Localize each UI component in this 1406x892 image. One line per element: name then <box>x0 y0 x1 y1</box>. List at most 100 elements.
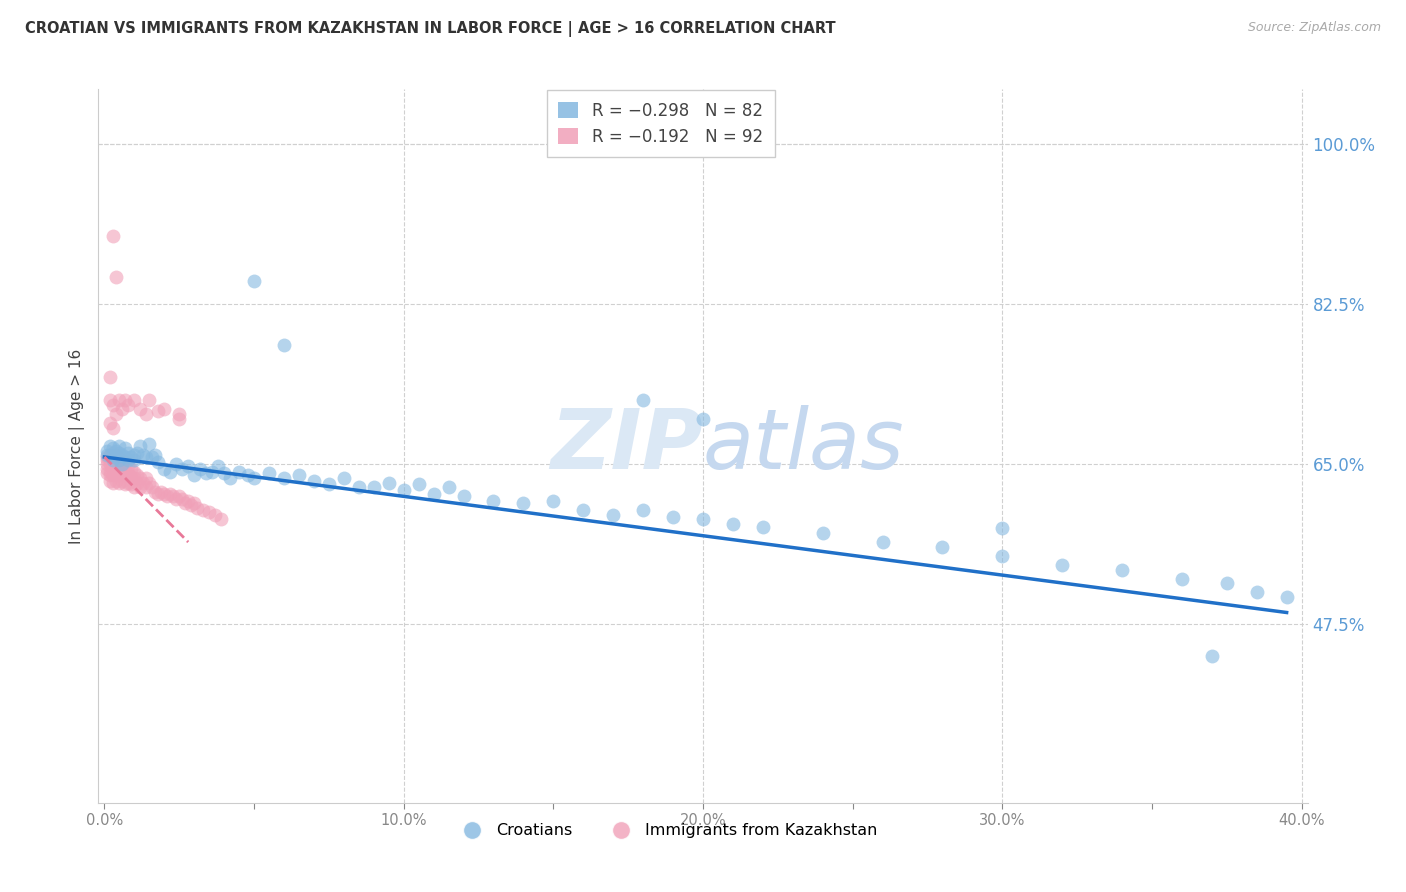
Point <box>103 398 125 412</box>
Text: ZIP: ZIP <box>550 406 703 486</box>
Point <box>273 471 295 485</box>
Point <box>132 448 155 462</box>
Y-axis label: In Labor Force | Age > 16: In Labor Force | Age > 16 <box>69 349 84 543</box>
Point <box>752 519 775 533</box>
Point <box>117 452 139 467</box>
Point <box>108 439 131 453</box>
Point <box>243 471 266 485</box>
Point <box>108 455 131 469</box>
Point <box>103 420 125 434</box>
Point <box>103 475 125 490</box>
Point <box>172 491 194 506</box>
Point <box>111 459 134 474</box>
Point <box>219 471 242 485</box>
Point <box>96 452 118 467</box>
Point <box>105 407 128 421</box>
Point <box>143 484 166 499</box>
Point <box>162 489 184 503</box>
Point <box>117 446 139 460</box>
Point <box>1111 562 1133 576</box>
Point <box>129 471 152 485</box>
Point <box>148 486 170 500</box>
Point <box>117 459 139 474</box>
Point <box>991 521 1014 535</box>
Point <box>153 486 176 500</box>
Point <box>631 393 654 408</box>
Point <box>692 411 714 425</box>
Point <box>543 494 565 508</box>
Point <box>103 441 125 455</box>
Point <box>100 439 122 453</box>
Point <box>103 462 125 476</box>
Point <box>195 467 218 481</box>
Point <box>143 448 166 462</box>
Point <box>141 480 163 494</box>
Point <box>96 443 118 458</box>
Point <box>148 455 170 469</box>
Point <box>124 465 146 479</box>
Point <box>96 448 118 462</box>
Point <box>159 465 181 479</box>
Point <box>201 465 224 479</box>
Point <box>167 407 190 421</box>
Point <box>177 494 200 508</box>
Point <box>662 510 685 524</box>
Point <box>108 450 131 464</box>
Point <box>100 452 122 467</box>
Legend: Croatians, Immigrants from Kazakhstan: Croatians, Immigrants from Kazakhstan <box>450 817 883 845</box>
Point <box>105 443 128 458</box>
Point <box>1201 649 1223 664</box>
Point <box>318 477 340 491</box>
Text: atlas: atlas <box>703 406 904 486</box>
Point <box>103 455 125 469</box>
Point <box>100 416 122 430</box>
Point <box>1275 590 1298 604</box>
Point <box>167 489 190 503</box>
Point <box>1216 576 1239 591</box>
Point <box>207 459 229 474</box>
Point <box>111 448 134 462</box>
Point <box>105 459 128 474</box>
Point <box>120 477 142 491</box>
Point <box>991 549 1014 563</box>
Point <box>1246 585 1268 599</box>
Point <box>165 491 187 506</box>
Point <box>105 448 128 462</box>
Point <box>1171 572 1194 586</box>
Point <box>631 503 654 517</box>
Point <box>103 450 125 464</box>
Point <box>108 393 131 408</box>
Point <box>141 450 163 464</box>
Point <box>124 393 146 408</box>
Point <box>198 505 221 519</box>
Point <box>100 448 122 462</box>
Point <box>103 446 125 460</box>
Point <box>811 525 834 540</box>
Point <box>204 508 226 522</box>
Point <box>377 475 399 490</box>
Point <box>114 477 136 491</box>
Point <box>150 484 173 499</box>
Point <box>148 404 170 418</box>
Point <box>236 468 259 483</box>
Point <box>120 450 142 464</box>
Point <box>872 535 894 549</box>
Point <box>120 470 142 484</box>
Point <box>111 452 134 467</box>
Point <box>193 503 215 517</box>
Point <box>138 393 160 408</box>
Point <box>111 474 134 488</box>
Point <box>183 468 205 483</box>
Point <box>437 480 460 494</box>
Text: Source: ZipAtlas.com: Source: ZipAtlas.com <box>1247 21 1381 35</box>
Point <box>138 437 160 451</box>
Point <box>100 458 122 472</box>
Point <box>114 462 136 476</box>
Point <box>100 370 122 384</box>
Point <box>127 475 149 490</box>
Point <box>135 471 157 485</box>
Point <box>257 467 280 481</box>
Point <box>105 474 128 488</box>
Point <box>111 458 134 472</box>
Point <box>209 512 232 526</box>
